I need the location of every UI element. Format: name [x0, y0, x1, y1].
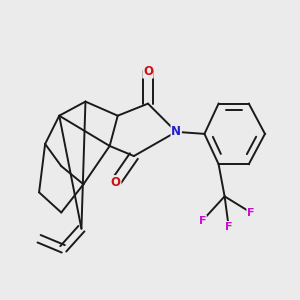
Text: F: F: [247, 208, 255, 218]
Text: N: N: [171, 125, 181, 138]
Text: F: F: [225, 222, 232, 232]
Text: O: O: [111, 176, 121, 189]
Text: O: O: [143, 65, 153, 78]
Text: F: F: [199, 216, 206, 226]
